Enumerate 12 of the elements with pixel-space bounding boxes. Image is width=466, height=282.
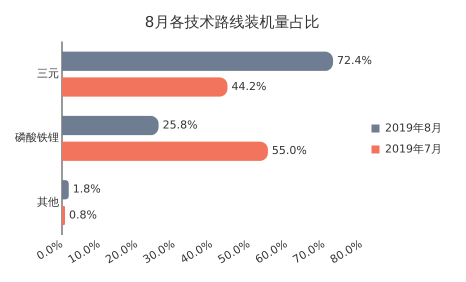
legend-label: 2019年7月 bbox=[385, 142, 442, 156]
data-label: 44.2% bbox=[231, 80, 266, 93]
y-tick-label: 其他 bbox=[37, 195, 59, 208]
y-tick-label: 三元 bbox=[37, 66, 59, 80]
data-label: 55.0% bbox=[272, 144, 307, 158]
data-label: 72.4% bbox=[337, 54, 372, 68]
data-label: 25.8% bbox=[162, 118, 198, 132]
data-label: 0.8% bbox=[68, 208, 97, 222]
chart-title: 8月各技术路线装机量占比 bbox=[144, 12, 320, 31]
legend-label: 2019年8月 bbox=[385, 121, 442, 134]
data-label: 1.8% bbox=[72, 182, 101, 196]
y-tick-label: 磷酸铁锂 bbox=[14, 131, 59, 144]
